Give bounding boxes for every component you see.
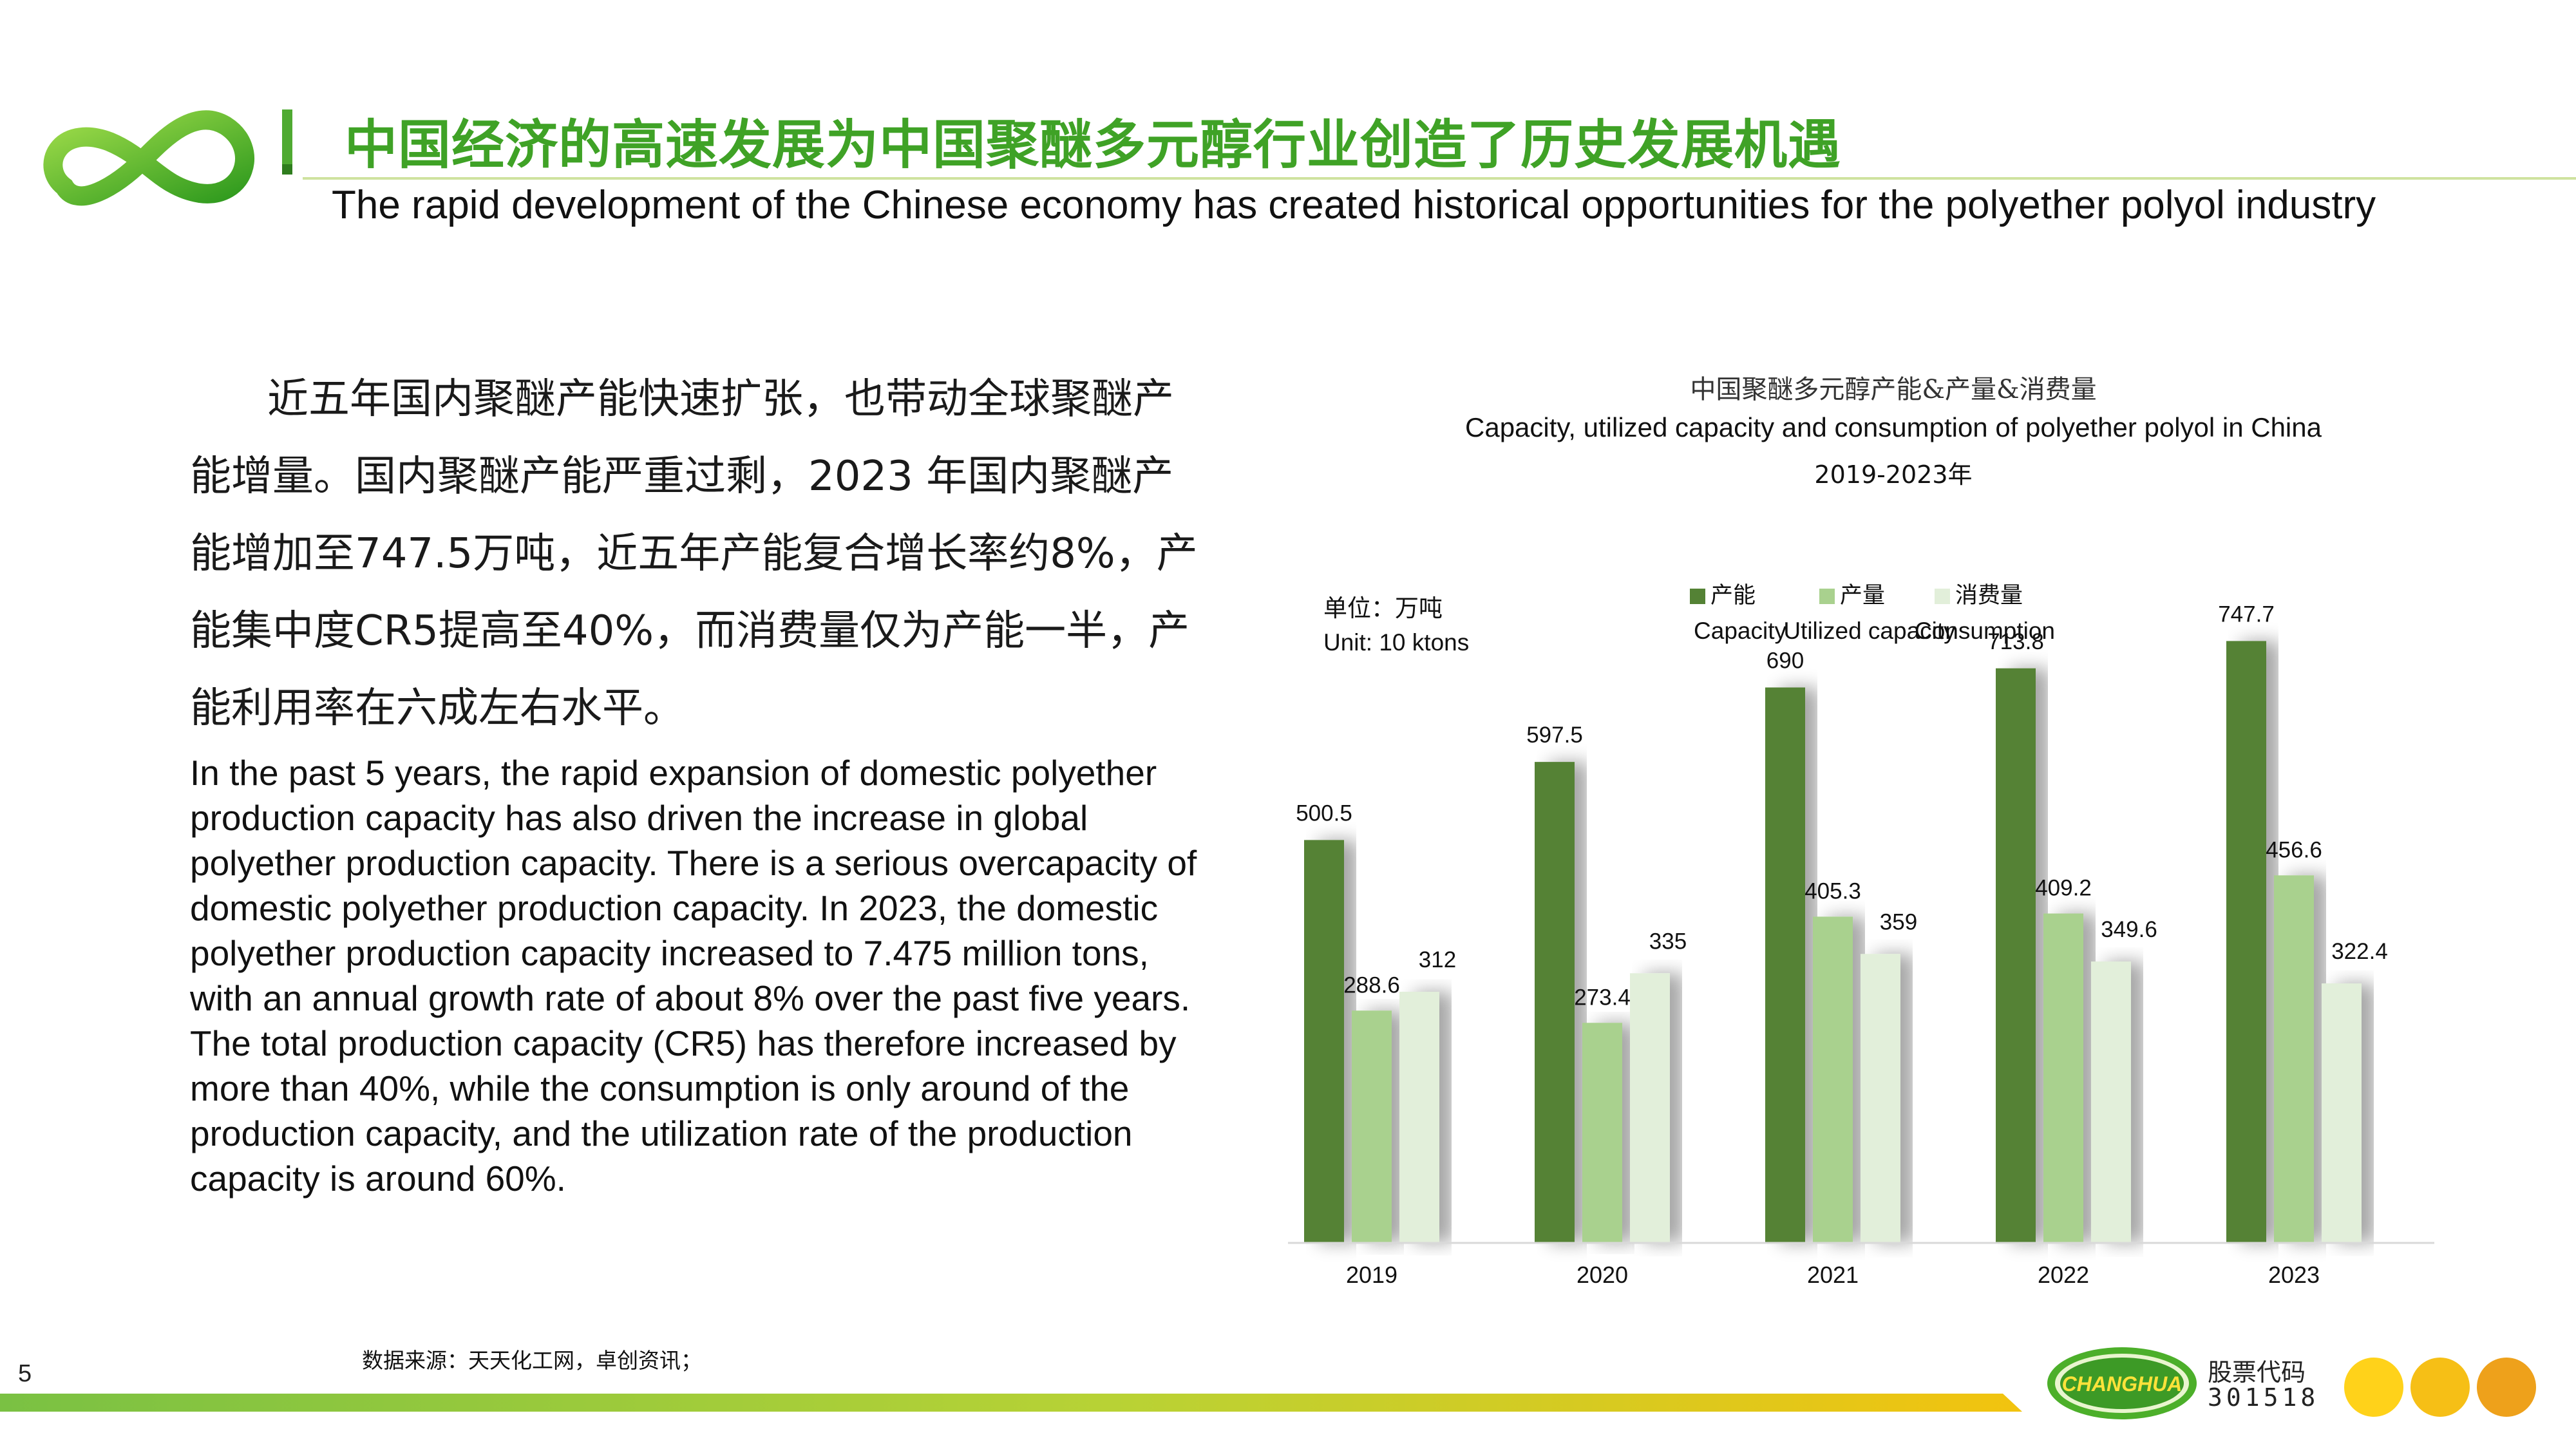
- bar-2021-0: [1765, 687, 1805, 1243]
- chart-title: 中国聚醚多元醇产能&产量&消费量: [1690, 375, 2096, 404]
- body-paragraph-en: In the past 5 years, the rapid expansion…: [190, 753, 1197, 1198]
- data-label-2020-2: 335: [1649, 929, 1687, 954]
- bar-2022-0: [1996, 668, 2036, 1243]
- chart-subtitle: Capacity, utilized capacity and consumpt…: [1465, 412, 2322, 442]
- legend-swatch-2: [1935, 589, 1950, 604]
- x-tick-label: 2020: [1577, 1262, 1628, 1288]
- stock-code: 301518: [2208, 1383, 2320, 1412]
- legend-label-zh-0: 产能: [1710, 583, 1756, 609]
- data-label-2020-0: 597.5: [1526, 723, 1583, 748]
- data-label-2023-0: 747.7: [2218, 601, 2275, 627]
- bar-2021-2: [1861, 954, 1900, 1243]
- data-label-2022-0: 713.8: [1987, 629, 2044, 654]
- data-label-2023-1: 456.6: [2266, 837, 2322, 862]
- legend-label-en-2: Consumption: [1915, 618, 2055, 644]
- unit-label-zh: 单位：万吨: [1323, 594, 1443, 622]
- body-text-en: In the past 5 years, the rapid expansion…: [190, 750, 1201, 1201]
- changhua-logo: CHANGHUA: [2047, 1347, 2197, 1419]
- chart-legend: 产能 Capacity 产量 Utilized capacity 消费量 Consumpt…: [1690, 583, 2055, 644]
- data-label-2019-2: 312: [1419, 947, 1456, 972]
- legend-label-zh-1: 产量: [1840, 583, 1885, 609]
- legend-label-en-1: Utilized capacity: [1783, 618, 1956, 644]
- title-accent-bar: [282, 109, 292, 169]
- data-label-2019-1: 288.6: [1343, 972, 1400, 998]
- page-title-en: The rapid development of the Chinese eco…: [332, 183, 2376, 227]
- brand-name: CHANGHUA: [2062, 1372, 2183, 1396]
- bar-chart: 中国聚醚多元醇产能&产量&消费量 Capacity, utilized capa…: [1288, 375, 2434, 1288]
- legend-label-zh-2: 消费量: [1955, 583, 2023, 609]
- bar-2021-1: [1813, 916, 1853, 1243]
- x-tick-label: 2021: [1807, 1262, 1859, 1288]
- bar-2023-0: [2226, 641, 2266, 1243]
- data-label-2022-2: 349.6: [2101, 917, 2157, 942]
- bar-2019-2: [1399, 992, 1439, 1243]
- data-label-2021-0: 690: [1766, 649, 1804, 674]
- unit-label-en: Unit: 10 ktons: [1323, 629, 1469, 656]
- bar-2019-0: [1304, 840, 1344, 1243]
- data-source-note: 数据来源：天天化工网，卓创资讯；: [362, 1348, 702, 1373]
- chart-bars: 500.5 288.6 312 597.5 273.4 335 690 405.3 359 713…: [1296, 601, 2388, 1243]
- decorative-dot-yellow: [2344, 1358, 2403, 1417]
- bar-2020-0: [1535, 762, 1575, 1243]
- bar-2020-2: [1630, 973, 1670, 1243]
- title-underline: [303, 177, 2576, 180]
- data-label-2019-0: 500.5: [1296, 800, 1352, 826]
- data-label-2021-1: 405.3: [1804, 878, 1861, 904]
- x-tick-label: 2022: [2038, 1262, 2089, 1288]
- body-text-zh: 近五年国内聚醚产能快速扩张，也带动全球聚醚产能增量。国内聚醚产能严重过剩，202…: [190, 361, 1208, 747]
- body-paragraph-zh: 近五年国内聚醚产能快速扩张，也带动全球聚醚产能增量。国内聚醚产能严重过剩，202…: [190, 375, 1198, 732]
- decorative-dot-gold: [2410, 1358, 2470, 1417]
- data-label-2020-1: 273.4: [1574, 985, 1631, 1010]
- chart-subtitle-years: 2019-2023年: [1814, 460, 1972, 489]
- legend-label-en-0: Capacity: [1694, 618, 1786, 644]
- infinity-logo: [43, 110, 254, 206]
- bar-2023-1: [2274, 875, 2314, 1243]
- data-label-2021-2: 359: [1880, 909, 1917, 934]
- x-axis-ticks: 2019 2020 2021 2022 2023: [1346, 1262, 2320, 1288]
- stock-code-label: 股票代码: [2208, 1358, 2306, 1387]
- bar-2022-2: [2091, 961, 2131, 1243]
- x-tick-label: 2023: [2268, 1262, 2320, 1288]
- bar-2019-1: [1352, 1010, 1392, 1243]
- bar-2023-2: [2322, 983, 2362, 1243]
- data-label-2022-1: 409.2: [2035, 876, 2092, 901]
- bar-2022-1: [2043, 913, 2083, 1243]
- x-tick-label: 2019: [1346, 1262, 1397, 1288]
- footer-gradient-bar: [0, 1394, 2022, 1412]
- bar-2020-1: [1582, 1023, 1622, 1243]
- legend-swatch-0: [1690, 589, 1705, 604]
- page-title-zh: 中国经济的高速发展为中国聚醚多元醇行业创造了历史发展机遇: [345, 115, 1842, 176]
- title-accent-dot: [282, 164, 292, 175]
- decorative-dot-orange: [2477, 1358, 2536, 1417]
- legend-swatch-1: [1819, 589, 1835, 604]
- data-label-2023-2: 322.4: [2331, 939, 2388, 964]
- page-number: 5: [18, 1360, 32, 1387]
